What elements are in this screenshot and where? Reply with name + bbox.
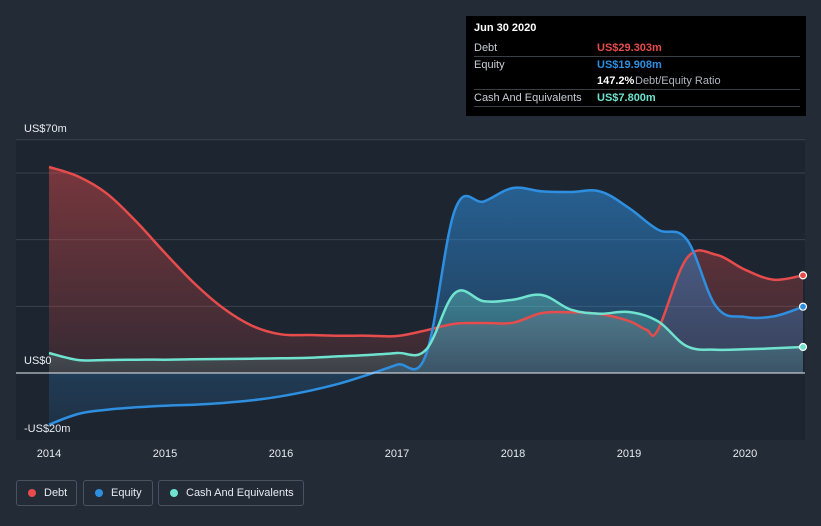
tooltip-cash-label: Cash And Equivalents	[474, 92, 582, 104]
axis-labels: US$70m US$0 -US$20m 2014 2015 2016 2017 2018 201…	[24, 123, 757, 460]
x-tick-label: 2015	[153, 448, 177, 460]
x-tick-label: 2017	[385, 448, 409, 460]
x-tick-label: 2020	[733, 448, 757, 460]
tooltip-cash-value: US$7.800m	[597, 92, 656, 104]
y-tick-label: US$0	[24, 355, 52, 367]
cash-dot-icon	[170, 489, 178, 497]
y-tick-label: US$70m	[24, 123, 67, 135]
tooltip-ratio-value: 147.2%	[597, 75, 635, 87]
equity-dot-icon	[95, 489, 103, 497]
legend-cash-toggle[interactable]: Cash And Equivalents	[158, 480, 304, 506]
y-tick-label: -US$20m	[24, 423, 70, 435]
data-tooltip: Jun 30 2020 Debt US$29.303m Equity US$19…	[466, 16, 806, 116]
debt-dot-icon	[28, 489, 36, 497]
tooltip-debt-value: US$29.303m	[597, 42, 662, 54]
legend-debt-label: Debt	[44, 487, 68, 499]
x-tick-label: 2018	[501, 448, 525, 460]
legend-equity-toggle[interactable]: Equity	[83, 480, 153, 506]
equity-end-marker	[798, 302, 808, 311]
legend-cash-label: Cash And Equivalents	[186, 487, 294, 499]
debt-end-marker	[798, 271, 808, 280]
cash-line	[48, 289, 804, 362]
series-end-markers	[798, 271, 808, 352]
tooltip-row-ratio: 147.2% Debt/Equity Ratio	[474, 73, 800, 90]
debt-line	[48, 165, 804, 338]
tooltip-debt-label: Debt	[474, 42, 498, 54]
tooltip-row-debt: Debt US$29.303m	[474, 40, 800, 57]
cash-area	[49, 290, 803, 373]
equity-line	[48, 186, 804, 426]
legend-debt-toggle[interactable]: Debt	[16, 480, 77, 506]
x-tick-label: 2016	[269, 448, 293, 460]
tooltip-equity-value: US$19.908m	[597, 59, 662, 71]
tooltip-date: Jun 30 2020	[474, 22, 537, 34]
x-tick-label: 2019	[617, 448, 641, 460]
x-tick-label: 2014	[37, 448, 61, 460]
cash-end-marker	[798, 342, 808, 352]
series-lines	[16, 165, 805, 426]
tooltip-row-cash: Cash And Equivalents US$7.800m	[474, 90, 800, 107]
tooltip-ratio-label: Debt/Equity Ratio	[635, 75, 721, 87]
legend-equity-label: Equity	[111, 487, 142, 499]
tooltip-equity-label: Equity	[474, 59, 505, 71]
tooltip-row-equity: Equity US$19.908m	[474, 57, 800, 73]
series-areas	[49, 167, 803, 425]
